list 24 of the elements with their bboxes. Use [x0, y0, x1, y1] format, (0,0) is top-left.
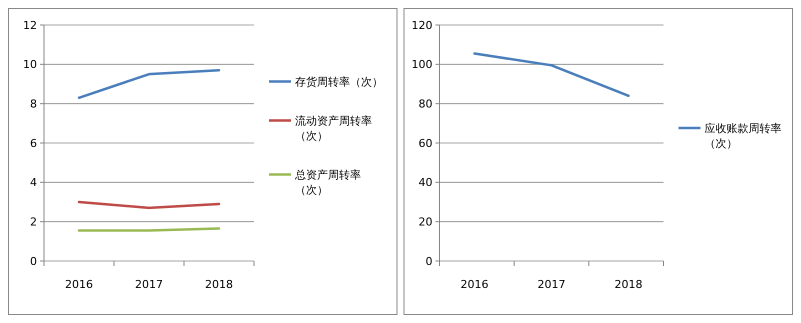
y-tick-label: 40 [418, 176, 432, 190]
y-tick-label: 0 [30, 254, 37, 268]
y-tick-label: 12 [23, 18, 37, 32]
x-tick-label: 2016 [65, 278, 93, 291]
x-tick-label: 2017 [538, 278, 566, 291]
y-tick-label: 20 [418, 216, 432, 229]
y-tick-label: 120 [412, 18, 432, 32]
y-tick-label: 6 [30, 136, 37, 150]
y-tick-label: 0 [426, 254, 432, 268]
y-tick-label: 2 [30, 216, 37, 229]
y-tick-label: 8 [30, 98, 37, 111]
legend-label: 总资产周转率（次） [294, 168, 361, 196]
legend-label: 存货周转率（次） [295, 75, 383, 88]
x-tick-label: 2016 [460, 278, 488, 291]
x-tick-label: 2018 [614, 278, 642, 291]
legend-label: 应收账款周转率（次） [704, 122, 782, 150]
y-tick-label: 100 [412, 58, 432, 72]
x-tick-label: 2018 [205, 278, 233, 291]
y-tick-label: 80 [418, 98, 432, 111]
y-tick-label: 60 [418, 136, 432, 150]
y-tick-label: 4 [30, 176, 37, 190]
x-tick-label: 2017 [135, 278, 163, 291]
legend-label: 流动资产周转率（次） [295, 114, 372, 142]
y-tick-label: 10 [23, 58, 37, 72]
